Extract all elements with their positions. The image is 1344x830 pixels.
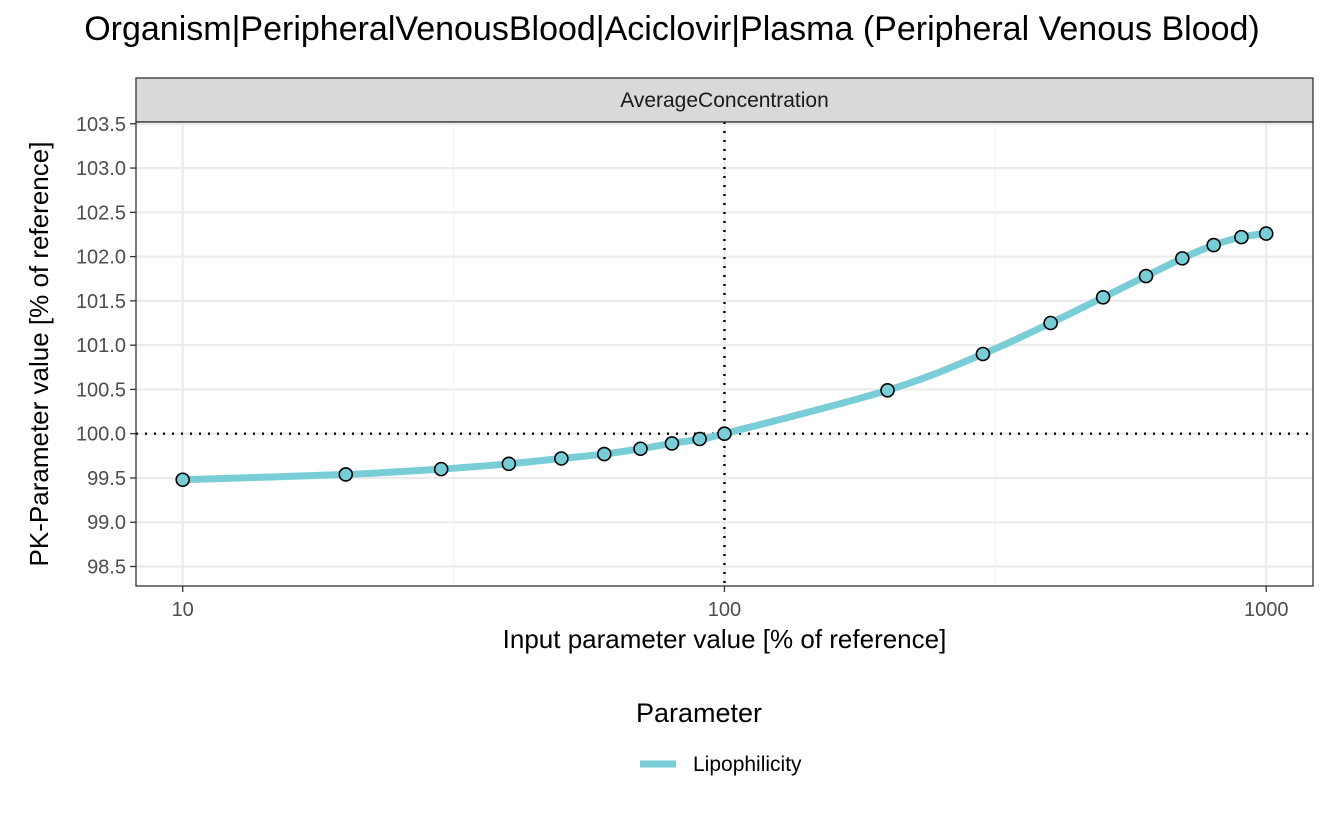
legend: Parameter Lipophilicity [636, 698, 802, 776]
chart-title: Organism|PeripheralVenousBlood|Aciclovir… [84, 10, 1260, 48]
x-tick-label: 1000 [1244, 599, 1289, 621]
grid-lines [136, 122, 1313, 586]
x-tick-label: 100 [708, 599, 741, 621]
legend-label: Lipophilicity [693, 753, 802, 776]
y-tick-label: 99.0 [87, 512, 126, 534]
data-point [633, 441, 648, 457]
data-point [1234, 229, 1249, 245]
facet-strip-label: AverageConcentration [620, 89, 829, 112]
data-point [433, 461, 449, 477]
data-point [692, 431, 707, 447]
x-tick-label: 10 [172, 599, 194, 621]
data-point [1043, 315, 1058, 331]
series-layer [175, 226, 1274, 488]
data-point [338, 467, 354, 482]
y-tick-label: 101.0 [76, 335, 126, 357]
data-point [1206, 237, 1222, 253]
data-point [717, 426, 732, 441]
x-axis: 10 100 1000 [172, 586, 1289, 621]
data-point [1174, 251, 1190, 266]
data-point [596, 446, 612, 462]
data-point [880, 383, 895, 398]
y-tick-label: 103.5 [76, 114, 126, 136]
y-tick-label: 102.5 [76, 202, 126, 224]
y-axis: 98.5 99.0 99.5 100.0 100.5 101.0 101.5 102.0 102… [76, 114, 136, 579]
facet-strip-background [135, 77, 1314, 123]
y-tick-label: 100.0 [76, 424, 126, 446]
data-point [175, 472, 190, 488]
data-point [501, 456, 517, 472]
data-point [1258, 226, 1274, 241]
legend-items: Lipophilicity [640, 753, 802, 776]
data-point [554, 451, 569, 466]
y-axis-title: PK-Parameter value [% of reference] [24, 142, 54, 567]
plot-panel [135, 121, 1314, 587]
data-point [664, 436, 680, 451]
legend-title: Parameter [636, 698, 762, 728]
y-tick-label: 100.5 [76, 379, 126, 401]
y-tick-label: 102.0 [76, 247, 126, 269]
y-tick-label: 103.0 [76, 158, 126, 180]
x-axis-title: Input parameter value [% of reference] [503, 624, 947, 654]
data-point [975, 346, 991, 362]
y-tick-label: 99.5 [87, 468, 126, 490]
facet-strip: AverageConcentration [135, 77, 1314, 123]
y-tick-label: 101.5 [76, 291, 126, 313]
data-point [1138, 268, 1154, 284]
data-point [1095, 290, 1111, 305]
y-tick-label: 98.5 [87, 557, 126, 579]
